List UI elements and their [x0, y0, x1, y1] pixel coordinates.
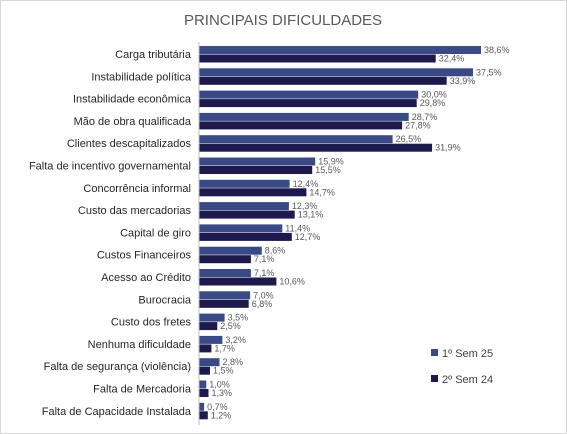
data-label: 32,4% [439, 54, 465, 64]
category-label: Instabilidade econômica [73, 94, 192, 106]
data-label: 3,2% [225, 335, 246, 345]
bar-series-1 [199, 358, 220, 367]
data-label: 1,0% [209, 380, 230, 390]
data-label: 1,7% [214, 343, 235, 353]
data-label: 12,4% [293, 179, 319, 189]
bar-series-1 [199, 402, 205, 411]
bar-series-1 [199, 202, 289, 211]
category-label: Custo dos fretes [111, 317, 192, 329]
category-label: Falta de segurança (violência) [44, 361, 191, 373]
data-label: 7,1% [254, 268, 275, 278]
data-label: 11,4% [285, 223, 310, 233]
bar-series-1 [199, 157, 316, 166]
data-label: 3,5% [228, 313, 249, 323]
data-label: 7,0% [253, 290, 274, 300]
legend-swatch [431, 375, 438, 382]
chart-title: PRINCIPAIS DIFICULDADES [184, 12, 382, 29]
bar-series-1 [199, 135, 393, 144]
data-label: 29,8% [420, 98, 446, 108]
data-label: 2,5% [220, 321, 241, 331]
category-label: Custos Financeiros [97, 250, 192, 262]
category-label: Falta de Capacidade Instalada [42, 406, 192, 418]
data-label: 0,7% [207, 402, 228, 412]
value-labels: 38,6% 32,4% 37,5%33,9%30,0%29,8% 28,7%27,8%… [207, 45, 509, 420]
bar-series-1 [199, 224, 283, 233]
data-label: 15,9% [318, 157, 344, 167]
bar-series-1 [199, 380, 207, 389]
data-label: 1,3% [212, 388, 233, 398]
data-label: 30,0% [421, 90, 447, 100]
bar-series-1 [199, 179, 290, 188]
category-label: Acesso ao Crédito [101, 272, 191, 284]
category-label: Instabilidade política [91, 71, 192, 83]
bar-series-2 [199, 76, 447, 85]
category-label: Custo das mercadorias [78, 205, 192, 217]
legend-label: 2º Sem 24 [442, 374, 493, 386]
data-label: 12,3% [292, 201, 318, 211]
bar-series-2 [199, 344, 212, 353]
bar-series-2 [199, 277, 277, 286]
bar-series-2 [199, 121, 403, 130]
bar-series-1 [199, 313, 225, 322]
category-label: Falta de incentivo governamental [29, 161, 191, 173]
data-label: 12,7% [295, 232, 321, 242]
category-label: Falta de Mercadoria [93, 384, 192, 396]
data-label: 6,8% [252, 299, 273, 309]
legend: 1º Sem 25 2º Sem 24 [431, 348, 493, 386]
data-label: 31,9% [435, 143, 461, 153]
data-label: 2,8% [223, 357, 244, 367]
category-labels: Carga tributária Instabilidade política In… [29, 49, 192, 418]
bar-series-2 [199, 366, 210, 375]
bar-series-2 [199, 299, 249, 308]
bar-series-1 [199, 335, 223, 344]
data-label: 37,5% [476, 67, 502, 77]
category-label: Concorrência informal [83, 183, 191, 195]
bar-series-2 [199, 143, 433, 152]
data-label: 15,5% [315, 165, 341, 175]
bar-series-1 [199, 112, 409, 121]
data-label: 14,7% [309, 187, 335, 197]
data-label: 13,1% [298, 210, 324, 220]
data-label: 38,6% [484, 45, 510, 55]
bar-series-1 [199, 291, 251, 300]
bar-series-2 [199, 210, 295, 219]
bar-series-2 [199, 54, 436, 63]
bar-series-2 [199, 232, 292, 241]
category-label: Burocracia [138, 294, 191, 306]
bar-series-1 [199, 68, 473, 77]
category-label: Capital de giro [120, 227, 191, 239]
bar-series-1 [199, 246, 262, 255]
bar-series-2 [199, 322, 218, 331]
bar-series-1 [199, 90, 419, 99]
bar-series-2 [199, 166, 313, 174]
bar-series-2 [199, 99, 417, 108]
bar-series-2 [199, 411, 208, 420]
data-label: 8,6% [265, 246, 286, 256]
category-label: Clientes descapitalizados [67, 138, 192, 150]
data-label: 1,5% [213, 366, 234, 376]
category-label: Mão de obra qualificada [74, 116, 192, 128]
data-label: 10,6% [279, 277, 305, 287]
data-label: 26,5% [396, 134, 422, 144]
bar-series-2 [199, 389, 209, 397]
data-label: 28,7% [412, 112, 438, 122]
bar-series-2 [199, 188, 307, 197]
data-label: 33,9% [450, 76, 476, 86]
data-label: 27,8% [405, 120, 431, 130]
category-label: Carga tributária [115, 49, 192, 61]
bar-series-1 [199, 46, 481, 54]
bar-series-2 [199, 255, 251, 264]
data-label: 1,2% [211, 410, 232, 420]
data-label: 7,1% [254, 254, 275, 264]
bars [199, 46, 481, 420]
legend-label: 1º Sem 25 [442, 348, 493, 360]
category-label: Nenhuma dificuldade [88, 339, 191, 351]
legend-swatch [431, 349, 438, 356]
bar-series-1 [199, 269, 251, 277]
